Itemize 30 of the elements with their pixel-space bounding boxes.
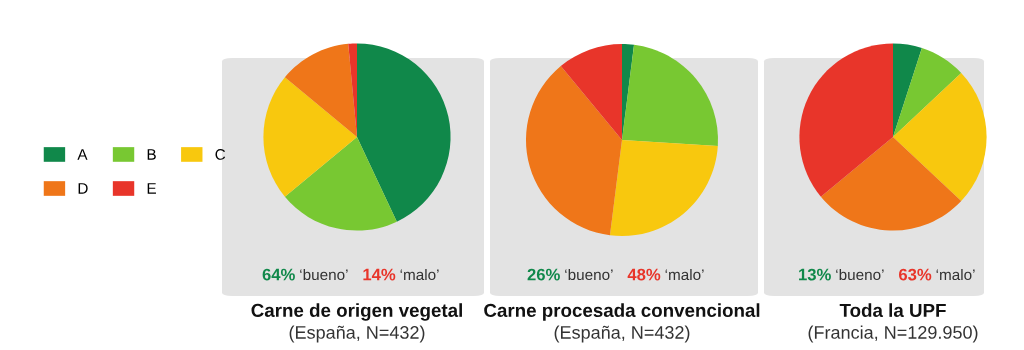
pie-slice	[799, 43, 893, 197]
legend-label: B	[147, 149, 156, 160]
pie-slice	[893, 72, 987, 202]
text: 13% ‘bueno’	[799, 268, 884, 281]
text: 14% ‘malo’	[363, 268, 439, 281]
text: 26% ‘bueno’	[527, 268, 613, 281]
pie-slice	[560, 44, 622, 140]
text: Carne procesada convencional	[484, 303, 760, 321]
pie-slice	[284, 43, 357, 137]
pie-slice	[820, 137, 962, 231]
text: (España, N=432)	[289, 325, 425, 343]
text: Carne de origen vegetal	[251, 303, 462, 321]
pie-slice	[893, 43, 922, 137]
text: 48% ‘malo’	[627, 268, 704, 281]
pie-slice	[526, 66, 622, 236]
pie-slice	[284, 137, 397, 231]
text: 63% ‘malo’	[898, 268, 975, 281]
text: (Francia, N=129.950)	[808, 325, 978, 343]
pie-slice	[609, 140, 718, 236]
legend-label: E	[147, 183, 156, 194]
legend-label: A	[77, 149, 88, 160]
pie-slice	[263, 77, 357, 197]
pie-slice	[357, 43, 451, 222]
text: (España, N=432)	[554, 325, 690, 343]
text: Toda la UPF	[839, 303, 946, 318]
legend-label: D	[78, 183, 88, 194]
pie-slice	[622, 44, 718, 147]
pie-slice	[893, 47, 962, 137]
text: 64% ‘bueno’	[262, 268, 348, 281]
legend-label: C	[215, 149, 226, 160]
